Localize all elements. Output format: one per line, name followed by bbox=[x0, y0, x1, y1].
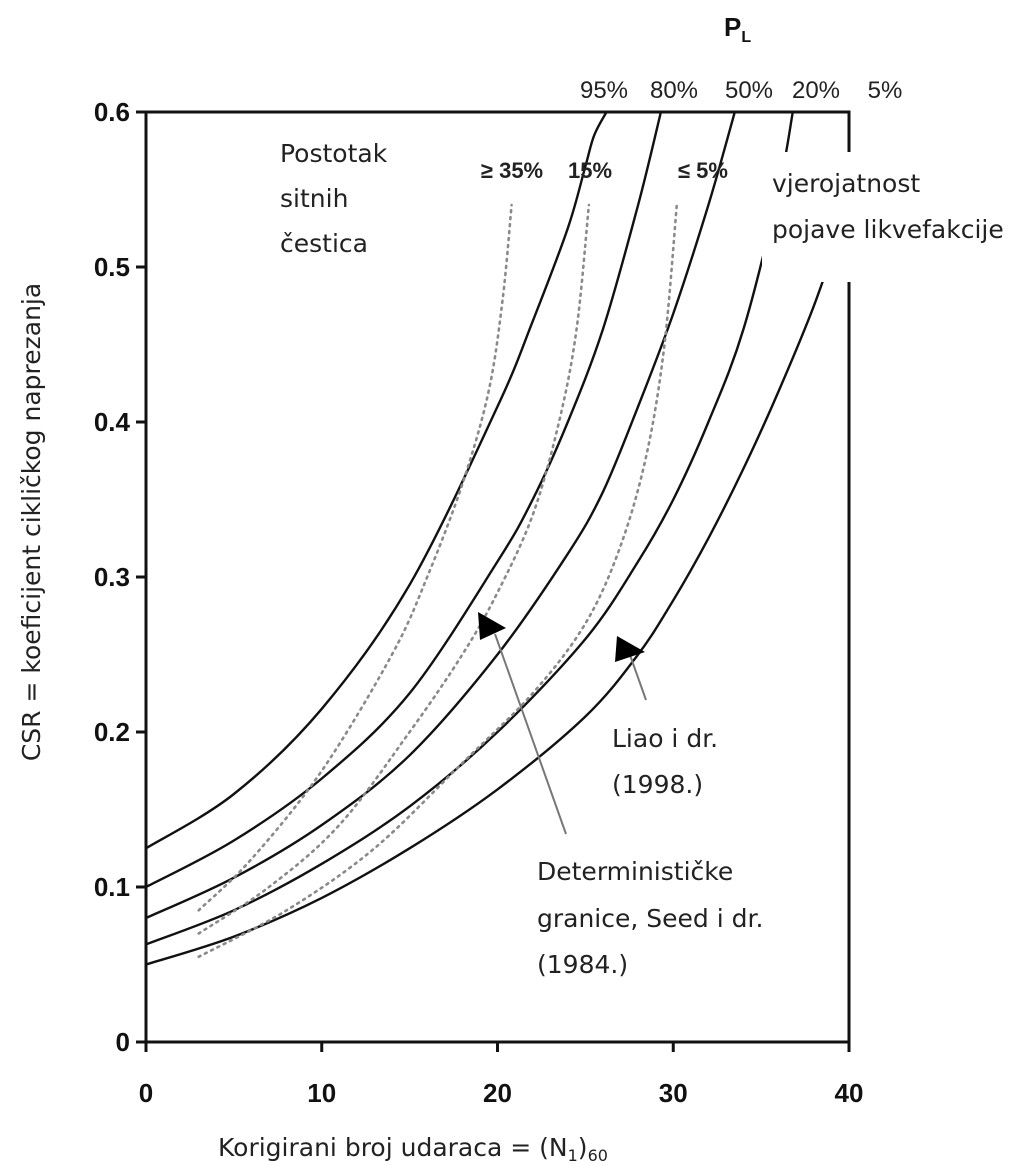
seed-annotation: Determinističke granice, Seed i dr. (198… bbox=[537, 857, 771, 979]
x-axis-title-mid: ) bbox=[578, 1133, 588, 1162]
probability-label: 50% bbox=[725, 77, 773, 104]
y-tick-label: 0.2 bbox=[94, 717, 130, 747]
fines-annotation-line-3: čestica bbox=[280, 229, 368, 258]
fines-content-label: ≥ 35% bbox=[481, 158, 543, 183]
liao-annotation-line-1: Liao i dr. bbox=[612, 724, 718, 753]
prob-annotation-line-1: vjerojatnost bbox=[772, 169, 920, 198]
curves bbox=[145, 111, 851, 966]
probability-curve-1 bbox=[145, 111, 663, 889]
y-tick-label: 0.4 bbox=[94, 407, 131, 437]
fines-boundary-curve-6 bbox=[197, 203, 591, 935]
x-tick-label: 40 bbox=[835, 1078, 864, 1108]
y-tick-label: 0.6 bbox=[94, 97, 130, 127]
x-tick-label: 20 bbox=[483, 1078, 512, 1108]
x-ticks: 0 10 20 30 40 bbox=[139, 1042, 864, 1108]
fines-annotation: Postotak sitnih čestica bbox=[280, 139, 395, 258]
y-tick-label: 0.3 bbox=[94, 562, 130, 592]
x-axis-title-sub2: 60 bbox=[588, 1146, 608, 1165]
probability-curve-3 bbox=[145, 111, 794, 946]
x-tick-label: 10 bbox=[307, 1078, 336, 1108]
seed-annotation-line-2: granice, Seed i dr. bbox=[537, 904, 763, 933]
fines-boundary-curve-7 bbox=[197, 203, 679, 959]
y-ticks: 0 0.1 0.2 0.3 0.4 0.5 0.6 bbox=[94, 97, 146, 1057]
fines-content-label: 15% bbox=[568, 158, 612, 183]
y-tick-label: 0 bbox=[116, 1027, 130, 1057]
seed-annotation-line-1: Determinističke bbox=[537, 857, 733, 886]
prob-annotation: vjerojatnost pojave likvefakcije bbox=[772, 169, 1004, 244]
probability-curve-4 bbox=[145, 204, 851, 966]
prob-annotation-bg bbox=[762, 152, 1018, 282]
fines-annotation-line-2: sitnih bbox=[280, 184, 348, 213]
y-axis-title: CSR = koeficijent cikličkog naprezanja bbox=[17, 283, 46, 761]
fines-annotation-line-1: Postotak bbox=[280, 139, 388, 168]
seed-arrowhead bbox=[478, 612, 506, 640]
probability-curve-2 bbox=[145, 111, 736, 920]
x-tick-label: 0 bbox=[139, 1078, 153, 1108]
x-axis-title-main: Korigirani broj udaraca = (N bbox=[218, 1133, 568, 1162]
y-tick-label: 0.1 bbox=[94, 872, 130, 902]
probability-labels: 95% 80% 50% 20% 5% bbox=[580, 77, 902, 104]
y-tick-label: 0.5 bbox=[94, 252, 130, 282]
seed-annotation-line-3: (1984.) bbox=[537, 950, 628, 979]
liao-annotation-line-2: (1998.) bbox=[612, 770, 703, 799]
x-axis-title: Korigirani broj udaraca = (N1)60 bbox=[218, 1133, 608, 1165]
pl-title-sub: L bbox=[741, 29, 751, 46]
pl-title-main: P bbox=[724, 12, 741, 42]
x-axis-title-sub1: 1 bbox=[568, 1146, 578, 1165]
probability-label: 80% bbox=[650, 77, 698, 104]
probability-label: 20% bbox=[792, 77, 840, 104]
liao-pointer-line bbox=[629, 654, 647, 701]
seed-pointer-line bbox=[494, 633, 567, 835]
fines-boundary-curve-5 bbox=[197, 203, 513, 912]
probability-curve-0 bbox=[145, 111, 608, 850]
liao-annotation: Liao i dr. (1998.) bbox=[612, 724, 726, 799]
x-tick-label: 30 bbox=[659, 1078, 688, 1108]
prob-annotation-line-2: pojave likvefakcije bbox=[772, 215, 1004, 244]
pl-title: PL bbox=[724, 12, 751, 46]
fines-content-label: ≤ 5% bbox=[678, 158, 728, 183]
probability-label: 5% bbox=[868, 77, 903, 104]
fines-labels: ≥ 35% 15% ≤ 5% bbox=[481, 158, 728, 183]
probability-label: 95% bbox=[580, 77, 628, 104]
liao-arrowhead bbox=[615, 636, 645, 662]
